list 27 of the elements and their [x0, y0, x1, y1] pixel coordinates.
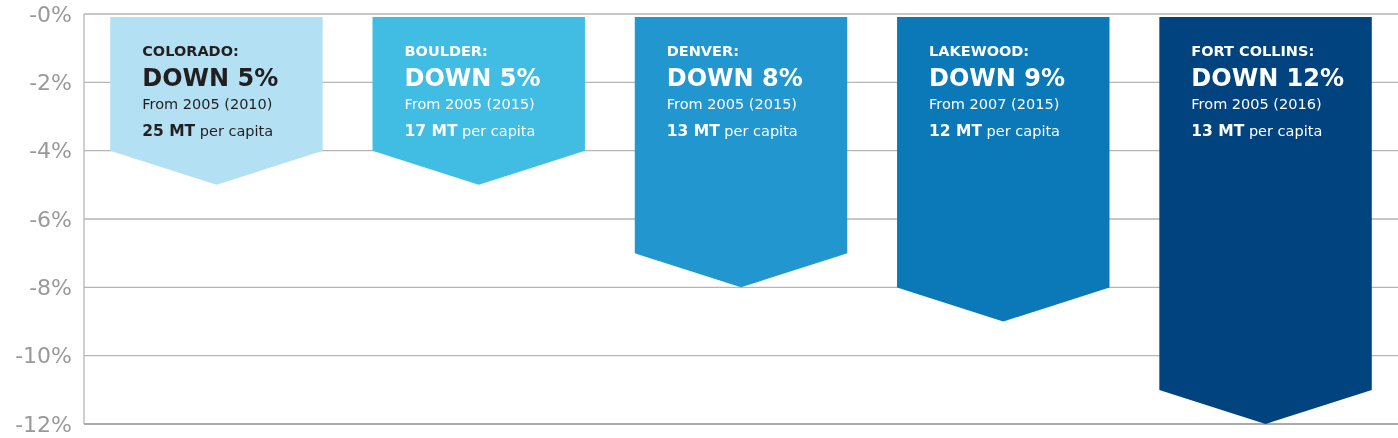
y-tick-label: -4%: [29, 138, 72, 164]
annotation: 25 MT per capita: [142, 122, 274, 140]
annotation: COLORADO:: [142, 43, 239, 59]
data-label: DOWN 5%: [142, 64, 279, 92]
annotation: BOULDER:: [404, 43, 488, 59]
data-label: DOWN 9%: [929, 64, 1066, 92]
annotation: From 2007 (2015): [929, 96, 1060, 112]
annotation: 13 MT per capita: [1191, 122, 1323, 140]
data-label: DOWN 12%: [1191, 64, 1345, 92]
y-tick-label: -12%: [15, 411, 72, 437]
annotation: FORT COLLINS:: [1191, 43, 1315, 59]
data-label: DOWN 5%: [404, 64, 541, 92]
annotation: DENVER:: [666, 43, 739, 59]
y-tick-label: -2%: [29, 70, 72, 96]
annotation: 17 MT per capita: [404, 122, 536, 140]
y-tick-label: -0%: [29, 1, 72, 27]
annotation: 12 MT per capita: [929, 122, 1060, 140]
y-tick-label: -10%: [15, 343, 72, 369]
annotation: From 2005 (2015): [666, 96, 798, 112]
annotation: LAKEWOOD:: [929, 43, 1030, 59]
annotation: From 2005 (2015): [404, 96, 535, 112]
annotation: From 2005 (2016): [1191, 96, 1322, 112]
y-tick-label: -8%: [29, 275, 72, 301]
y-tick-label: -6%: [29, 206, 72, 232]
data-label: DOWN 8%: [666, 64, 803, 92]
annotation: 13 MT per capita: [666, 122, 798, 140]
annotation: From 2005 (2010): [142, 96, 273, 112]
